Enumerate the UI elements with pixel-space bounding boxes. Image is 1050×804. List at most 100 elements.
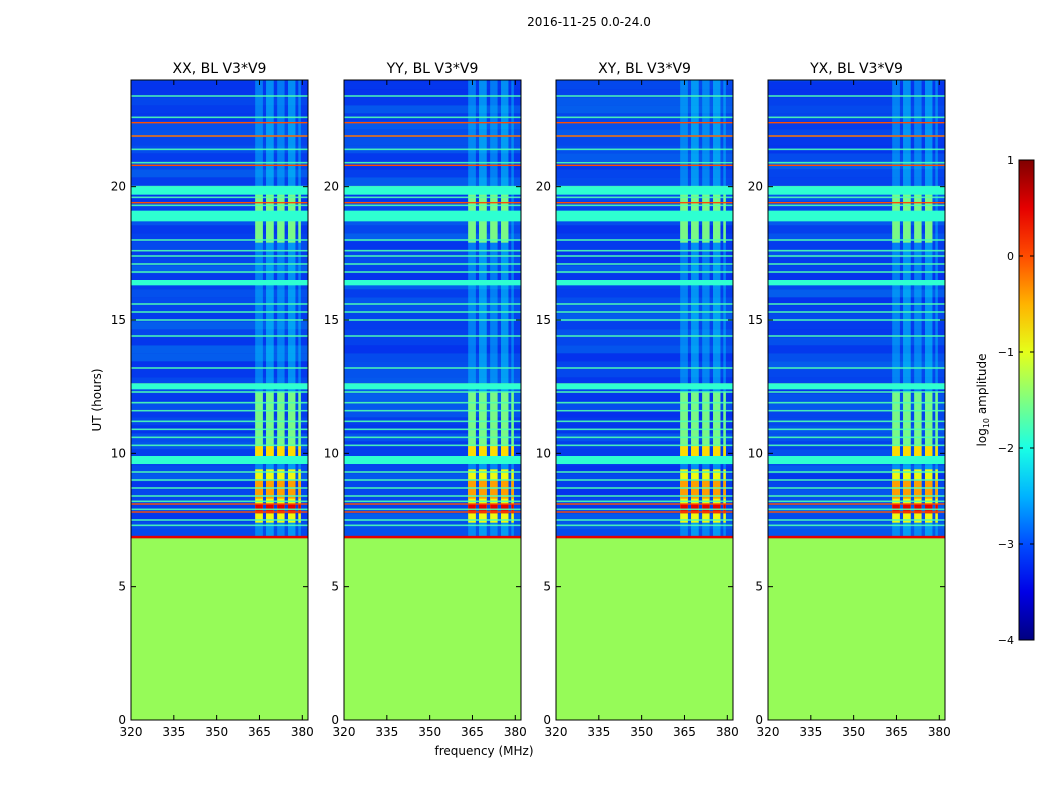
x-tick-label: 350 bbox=[630, 725, 653, 739]
rfi-yellow bbox=[288, 445, 296, 456]
rfi-orange-line bbox=[344, 135, 521, 137]
rfi-yellow bbox=[277, 445, 285, 456]
rfi-yellow bbox=[468, 480, 476, 499]
rfi-line bbox=[131, 471, 308, 473]
colorbar-tick-label: 0 bbox=[1007, 250, 1014, 263]
rfi-line bbox=[131, 148, 308, 151]
colorbar-tick-label: −1 bbox=[998, 346, 1014, 359]
rfi-line bbox=[344, 524, 521, 527]
rfi-orange-line bbox=[344, 511, 521, 513]
rfi-strip bbox=[511, 80, 514, 538]
rfi-line bbox=[344, 335, 521, 337]
rfi-line bbox=[556, 391, 733, 393]
rfi-block bbox=[288, 392, 296, 462]
rfi-line bbox=[556, 471, 733, 473]
x-tick-label: 320 bbox=[333, 725, 356, 739]
rfi-yellow bbox=[490, 445, 498, 456]
rfi-block bbox=[266, 392, 274, 462]
rfi-line bbox=[556, 428, 733, 431]
rfi-line bbox=[344, 239, 521, 241]
rfi-yellow bbox=[925, 480, 933, 499]
rfi-line bbox=[768, 409, 945, 412]
rfi-line bbox=[768, 319, 945, 321]
rfi-line bbox=[556, 495, 733, 497]
rfi-line bbox=[344, 519, 521, 521]
rfi-block bbox=[255, 392, 263, 462]
x-tick-label: 380 bbox=[716, 725, 739, 739]
rfi-yellow bbox=[702, 445, 710, 456]
x-tick-label: 380 bbox=[928, 725, 951, 739]
rfi-line bbox=[131, 335, 308, 337]
rfi-line bbox=[344, 367, 521, 369]
x-tick-label: 350 bbox=[205, 725, 228, 739]
rfi-block bbox=[723, 392, 726, 462]
rfi-line bbox=[556, 479, 733, 481]
rfi-orange-line bbox=[556, 511, 733, 513]
rfi-strip bbox=[468, 80, 476, 538]
heatmap-image bbox=[344, 80, 521, 720]
x-tick-label: 335 bbox=[375, 725, 398, 739]
rfi-band bbox=[131, 280, 308, 286]
rfi-line bbox=[768, 500, 945, 503]
rfi-yellow bbox=[713, 480, 721, 499]
rfi-orange-line bbox=[768, 511, 945, 513]
axes-frame bbox=[130, 79, 309, 721]
rfi-red-line bbox=[556, 535, 733, 539]
rfi-orange-line bbox=[768, 164, 945, 167]
rfi-yellow bbox=[903, 445, 911, 456]
y-tick-label: 10 bbox=[748, 446, 763, 460]
rfi-yellow bbox=[892, 445, 900, 456]
panel-xy: XY, BL V3*V9 320 335 350 365 380 0 5 10 15 20 bbox=[536, 61, 739, 739]
rfi-line bbox=[344, 420, 521, 423]
rfi-yellow bbox=[277, 480, 285, 499]
panel-yx: YX, BL V3*V9 320 335 350 365 380 0 5 10 15 20 bbox=[748, 61, 951, 739]
rfi-yellow bbox=[713, 445, 721, 456]
rfi-orange-line bbox=[768, 201, 945, 204]
panel-title: XY, BL V3*V9 bbox=[598, 61, 691, 77]
rfi-block bbox=[925, 392, 933, 462]
x-tick-label: 320 bbox=[120, 725, 143, 739]
rfi-band bbox=[768, 210, 945, 222]
rfi-yellow bbox=[288, 480, 296, 499]
rfi-line bbox=[556, 524, 733, 527]
rfi-line bbox=[556, 263, 733, 265]
y-tick-label: 15 bbox=[111, 313, 126, 327]
x-tick-label: 365 bbox=[248, 725, 271, 739]
rfi-strip bbox=[925, 80, 933, 538]
y-tick-label: 20 bbox=[111, 180, 126, 194]
y-tick-label: 5 bbox=[331, 580, 339, 594]
rfi-block bbox=[713, 392, 721, 462]
rfi-line bbox=[768, 255, 945, 257]
rfi-band bbox=[131, 384, 308, 390]
colorbar: 1 0 −1 −2 −3 −4 log10 amplitude bbox=[975, 154, 1035, 647]
rfi-block bbox=[298, 392, 301, 462]
rfi-line bbox=[344, 303, 521, 305]
rfi-yellow bbox=[501, 480, 509, 499]
rfi-line bbox=[344, 401, 521, 404]
rfi-block bbox=[691, 392, 699, 462]
x-tick-label: 335 bbox=[799, 725, 822, 739]
rfi-orange-line bbox=[344, 121, 521, 124]
rfi-yellow bbox=[266, 480, 274, 499]
rfi-strip bbox=[713, 80, 721, 538]
rfi-line bbox=[131, 487, 308, 489]
rfi-orange-line bbox=[344, 164, 521, 167]
axes-frame bbox=[767, 79, 946, 721]
rfi-line bbox=[131, 271, 308, 273]
y-tick-label: 15 bbox=[536, 313, 551, 327]
y-tick-label: 0 bbox=[755, 713, 763, 727]
rfi-band bbox=[344, 456, 521, 464]
rfi-orange-line bbox=[131, 135, 308, 137]
axes-frame bbox=[555, 79, 734, 721]
heatmap-image bbox=[556, 80, 733, 720]
y-tick-label: 15 bbox=[324, 313, 339, 327]
rfi-line bbox=[131, 500, 308, 503]
x-tick-label: 335 bbox=[162, 725, 185, 739]
rfi-line bbox=[131, 255, 308, 257]
rfi-line bbox=[131, 249, 308, 252]
rfi-line bbox=[556, 148, 733, 151]
rfi-line bbox=[131, 391, 308, 393]
rfi-strip bbox=[298, 80, 301, 538]
rfi-line bbox=[344, 95, 521, 97]
